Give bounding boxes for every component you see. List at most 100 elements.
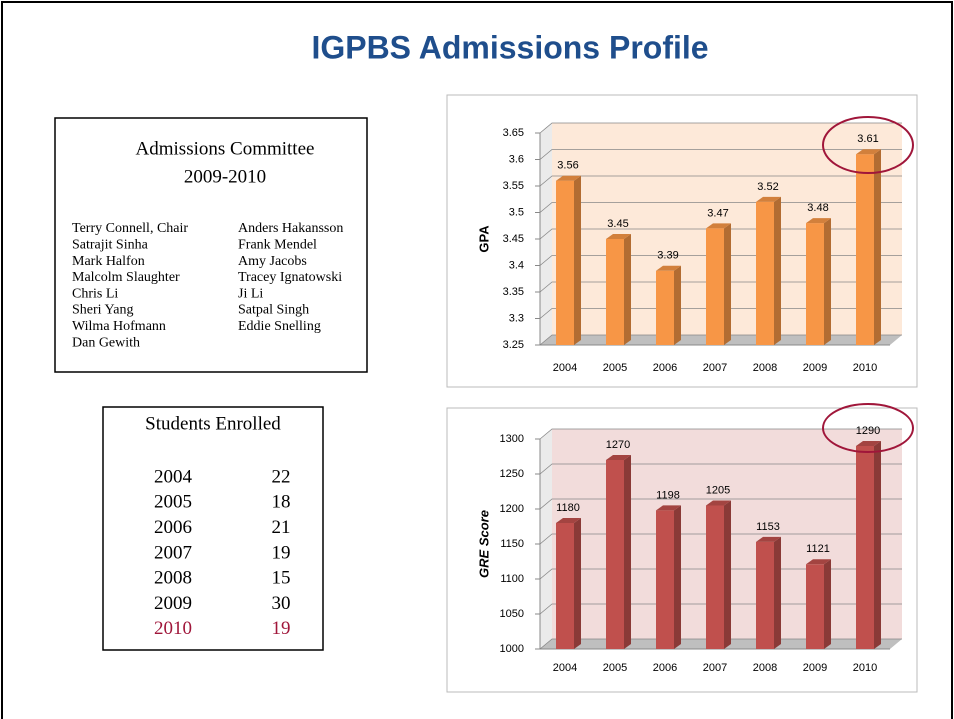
y-tick-label: 3.35 [503,286,524,298]
x-tick-label: 2005 [603,662,627,674]
committee-name: Mark Halfon [72,254,145,269]
grid-line [539,463,902,475]
x-tick-label: 2009 [803,662,827,674]
bar-top [706,500,731,506]
x-tick-label: 2006 [653,662,677,674]
slide-title: IGPBS Admissions Profile [311,29,708,65]
y-tick-label: 3.45 [503,233,524,245]
enrolled-year: 2009 [154,593,192,614]
bar [706,228,724,345]
committee-name: Eddie Snelling [238,319,321,334]
bar [756,541,774,649]
committee-name: Dan Gewith [72,335,140,350]
bar-top [706,223,731,229]
x-tick-label: 2008 [753,362,777,374]
grid-line [539,334,902,346]
bar [656,270,674,345]
bar-top [556,175,581,181]
value-label: 1270 [606,439,630,451]
enrolled-count: 21 [272,517,291,538]
value-label: 3.48 [807,202,828,214]
value-label: 3.47 [707,207,728,219]
bar-side [574,175,581,345]
grid-line [539,202,902,213]
x-tick-label: 2007 [703,662,727,674]
committee-title: Admissions Committee [136,138,315,159]
bar-top [856,441,881,446]
bar-top [856,149,881,155]
bar-side [574,518,581,649]
committee-name: Anders Hakansson [238,221,343,236]
enrolled-table: 2004 22 2005 18 2006 21 2007 19 2008 15 2009 30 2010… [154,466,291,639]
committee-name: Satpal Singh [238,303,309,318]
enrolled-box [102,406,324,651]
bar-top [806,559,831,565]
committee-name: Malcolm Slaughter [72,270,180,285]
x-tick-label: 2008 [753,662,777,674]
bar-top [556,518,581,523]
bar [756,201,774,345]
grid-line [539,281,902,293]
committee-box [54,117,368,373]
enrolled-year: 2004 [154,466,193,487]
grid-line [539,533,902,545]
enrolled-count: 30 [272,593,291,614]
bar-side [774,196,781,345]
bar [806,564,824,649]
bar-side [724,500,731,649]
value-label: 3.61 [857,133,878,145]
value-label: 3.45 [607,218,628,230]
bar [606,460,624,649]
y-tick-label: 1250 [500,468,524,480]
committee-name: Terry Connell, Chair [72,221,188,236]
x-tick-label: 2009 [803,362,827,374]
committee-name: Tracey Ignatowski [238,270,342,285]
grid-line [539,638,902,650]
committee-years: 2009-2010 [184,166,266,187]
grid-line [539,603,902,615]
bar-side [674,265,681,345]
x-tick-label: 2004 [553,662,577,674]
value-label: 1205 [706,484,730,496]
bar [556,523,574,649]
y-axis-label: GRE Score [476,510,491,578]
grid-line [539,175,902,187]
bar-top [606,234,631,239]
grid-line [539,568,902,580]
enrolled-year: 2008 [154,568,192,589]
enrolled-year: 2007 [154,542,192,563]
enrolled-year: 2006 [154,517,192,538]
bar [606,239,624,345]
value-label: 1290 [856,425,880,437]
value-label: 1153 [756,521,780,533]
committee-name: Ji Li [238,286,263,301]
bar-side [624,455,631,649]
bar-side [824,559,831,649]
bar-side [874,441,881,649]
y-tick-label: 1000 [500,643,524,655]
y-tick-label: 3.5 [509,206,524,218]
enrolled-title: Students Enrolled [145,413,281,434]
y-tick-label: 3.6 [509,153,524,165]
bar-side [824,218,831,345]
grid-line [539,428,902,440]
grid-line [539,149,902,160]
y-axis-label: GPA [476,225,491,253]
enrolled-count: 19 [272,618,291,639]
enrolled-year: 2010 [154,618,192,639]
value-label: 3.56 [557,160,578,172]
value-label: 1180 [556,502,580,514]
bar [856,446,874,649]
committee-name: Amy Jacobs [238,254,307,269]
bar-side [774,536,781,649]
x-tick-label: 2010 [853,662,877,674]
enrolled-year: 2005 [154,492,192,513]
y-tick-label: 3.55 [503,180,524,192]
x-tick-label: 2004 [553,362,577,374]
bar-side [624,234,631,345]
y-tick-label: 1200 [500,503,524,515]
enrolled-count: 15 [272,568,291,589]
bar-top [656,265,681,271]
bar-top [656,505,681,511]
